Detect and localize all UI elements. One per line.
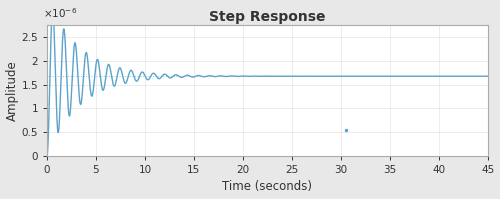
Title: Step Response: Step Response bbox=[209, 10, 326, 24]
Text: $\times10^{-6}$: $\times10^{-6}$ bbox=[42, 7, 77, 20]
X-axis label: Time (seconds): Time (seconds) bbox=[222, 180, 312, 193]
Y-axis label: Amplitude: Amplitude bbox=[6, 60, 18, 121]
